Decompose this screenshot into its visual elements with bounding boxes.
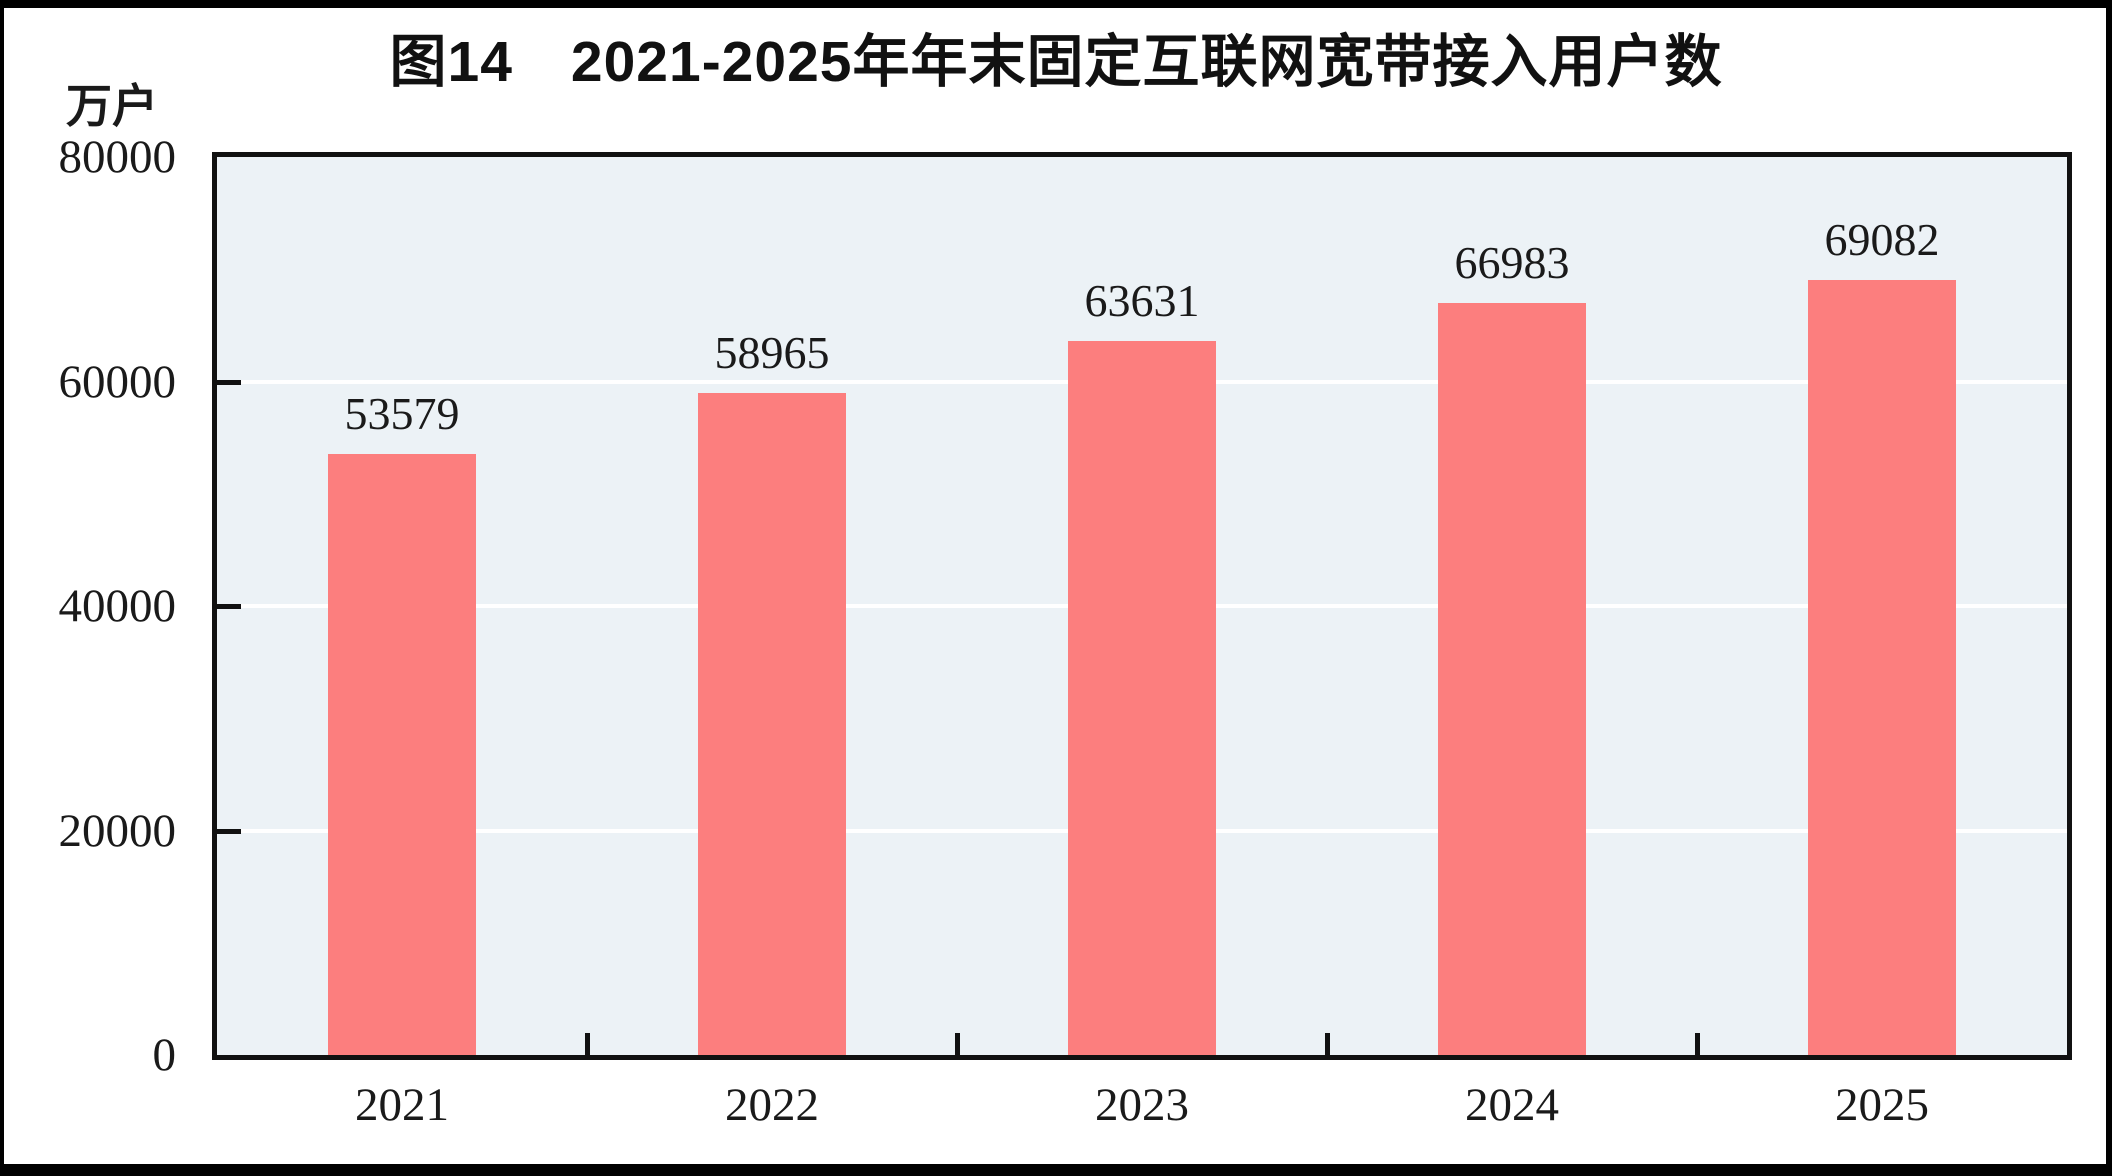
bar-2023	[1068, 341, 1216, 1055]
x-axis-tick	[1325, 1033, 1330, 1055]
x-axis-tick-label: 2025	[1835, 1079, 1929, 1131]
x-axis-tick-label: 2023	[1095, 1079, 1189, 1131]
x-axis-tick	[1695, 1033, 1700, 1055]
y-axis-tick-label: 20000	[58, 805, 177, 857]
bar-value-label: 53579	[344, 388, 460, 439]
bar-value-label: 63631	[1084, 275, 1200, 326]
bar-value-label: 58965	[714, 327, 830, 378]
bar-2022	[698, 393, 846, 1055]
x-axis-tick-label: 2022	[725, 1079, 819, 1131]
bar-value-label: 66983	[1454, 237, 1570, 288]
bar-2024	[1438, 303, 1586, 1055]
bar-2021	[328, 454, 476, 1055]
y-axis-tick-label: 40000	[58, 580, 177, 632]
x-axis-tick-label: 2024	[1465, 1079, 1559, 1131]
chart-title: 图14 2021-2025年年末固定互联网宽带接入用户数	[389, 30, 1723, 94]
y-axis-tick-label: 80000	[58, 131, 177, 183]
y-axis-unit-label: 万户	[66, 80, 158, 132]
bar-2025	[1808, 280, 1956, 1055]
y-axis-tick-label: 0	[152, 1029, 177, 1081]
y-axis-tick	[217, 829, 241, 834]
x-axis-tick	[585, 1033, 590, 1055]
y-axis-tick	[217, 380, 241, 385]
y-axis-tick-label: 60000	[58, 356, 177, 408]
y-axis-tick	[217, 604, 241, 609]
x-axis-tick-label: 2021	[355, 1079, 449, 1131]
x-axis-tick	[955, 1033, 960, 1055]
bar-value-label: 69082	[1824, 214, 1940, 265]
